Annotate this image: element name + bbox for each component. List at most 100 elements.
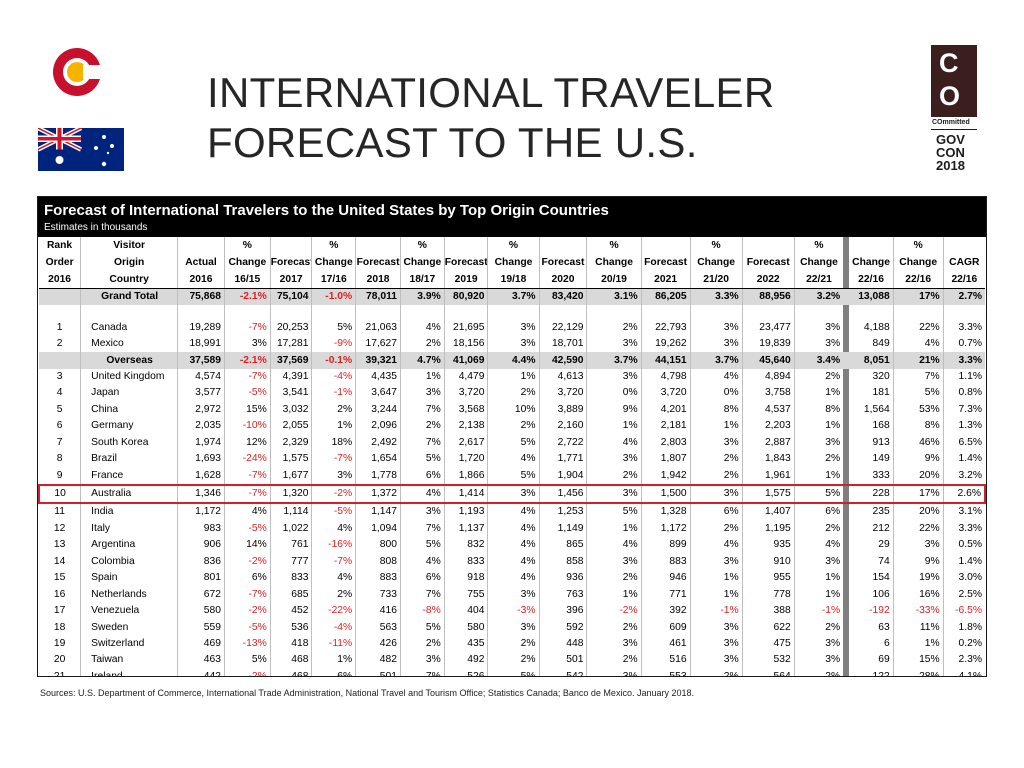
value-cell: 3% bbox=[586, 635, 642, 653]
column-separator bbox=[843, 619, 850, 636]
value-cell: 1,720 bbox=[443, 450, 488, 468]
value-cell: 5% bbox=[223, 652, 271, 669]
australia-flag-icon bbox=[38, 128, 124, 171]
page-title: INTERNATIONAL TRAVELER FORECAST TO THE U… bbox=[207, 68, 897, 168]
value-cell: 5% bbox=[399, 450, 445, 468]
value-cell: 3% bbox=[223, 335, 271, 353]
value-cell: 3,568 bbox=[443, 401, 488, 419]
country-cell: Grand Total bbox=[80, 288, 178, 306]
column-header bbox=[355, 237, 401, 254]
country-cell: Switzerland bbox=[80, 635, 178, 653]
value-cell: 580 bbox=[443, 619, 488, 636]
column-separator bbox=[843, 385, 850, 402]
value-cell: 3% bbox=[689, 652, 743, 669]
value-cell bbox=[942, 305, 985, 320]
value-cell: -5% bbox=[223, 619, 271, 636]
value-cell: 46% bbox=[892, 434, 944, 451]
column-header: 22/16 bbox=[942, 271, 985, 289]
value-cell: 1.8% bbox=[942, 619, 985, 636]
value-cell: 849 bbox=[872, 338, 890, 350]
column-header: Change bbox=[223, 254, 271, 271]
value-cell: 426 bbox=[355, 635, 401, 653]
value-cell: 5% bbox=[399, 537, 445, 554]
value-cell: 3.0% bbox=[942, 570, 985, 587]
value-cell: 7% bbox=[399, 520, 445, 538]
value-cell: 74 bbox=[878, 555, 890, 567]
value-cell: 3,577 bbox=[177, 385, 225, 402]
value-cell: 2,329 bbox=[269, 434, 312, 451]
value-cell: 3% bbox=[586, 668, 642, 676]
value-cell: 2% bbox=[793, 668, 844, 676]
value-cell bbox=[269, 305, 312, 320]
value-cell: 1% bbox=[586, 586, 642, 603]
govcon-line3: 2018 bbox=[936, 158, 965, 173]
value-cell: 3,720 bbox=[640, 385, 691, 402]
value-cell: -7% bbox=[223, 368, 271, 386]
value-cell: 1% bbox=[793, 467, 844, 485]
value-cell: 1,693 bbox=[177, 450, 225, 468]
value-cell: 2% bbox=[586, 467, 642, 485]
value-cell: -1% bbox=[793, 602, 844, 620]
value-cell: 416 bbox=[355, 602, 401, 620]
value-cell: 3.3% bbox=[942, 352, 985, 369]
country-cell: Overseas bbox=[80, 352, 178, 369]
value-cell: 2% bbox=[793, 368, 844, 386]
page-title-line2: FORECAST TO THE U.S. bbox=[207, 119, 698, 166]
value-cell: 8,051 bbox=[849, 352, 894, 369]
country-cell: Colombia bbox=[80, 553, 178, 570]
country-cell: Germany bbox=[80, 418, 178, 435]
value-cell: -4% bbox=[311, 368, 356, 386]
value-cell: -13% bbox=[223, 635, 271, 653]
value-cell bbox=[355, 305, 401, 320]
value-cell: 2,617 bbox=[443, 434, 488, 451]
country-cell: Taiwan bbox=[80, 652, 178, 669]
value-cell: 22% bbox=[892, 520, 944, 538]
value-cell: 2% bbox=[689, 668, 743, 676]
value-cell: 1,372 bbox=[355, 483, 401, 505]
value-cell: 212 bbox=[872, 522, 890, 534]
value-cell: 19,289 bbox=[177, 319, 225, 336]
table-row: 15 Spain 801 6% 833 4% 883 6% 918 4% 936 2% 946 1% 955… bbox=[39, 570, 985, 587]
value-cell: 333 bbox=[872, 469, 890, 481]
value-cell: 475 bbox=[741, 635, 795, 653]
value-cell: 1,575 bbox=[269, 450, 312, 468]
forecast-table: Rank Visitor%%%%%%%% Order Origin Actual Chan… bbox=[38, 237, 986, 676]
value-cell: 833 bbox=[269, 570, 312, 587]
value-cell bbox=[892, 305, 944, 320]
column-header: Change bbox=[586, 254, 642, 271]
value-cell: 935 bbox=[741, 537, 795, 554]
value-cell: 542 bbox=[538, 668, 587, 676]
value-cell: 1% bbox=[892, 635, 944, 653]
column-header: Country bbox=[80, 271, 178, 289]
value-cell: 19,839 bbox=[741, 335, 795, 353]
value-cell: -8% bbox=[399, 602, 445, 620]
value-cell: 733 bbox=[355, 586, 401, 603]
column-header: 22/21 bbox=[793, 271, 844, 289]
column-header: 18/17 bbox=[399, 271, 445, 289]
value-cell: 20% bbox=[892, 467, 944, 485]
value-cell: 21,695 bbox=[443, 319, 488, 336]
value-cell: 0.7% bbox=[942, 335, 985, 353]
table-row: Grand Total 75,868 -2.1% 75,104 -1.0% 78,011 3… bbox=[39, 288, 985, 306]
value-cell: 88,956 bbox=[741, 288, 795, 306]
value-cell: 2,803 bbox=[640, 434, 691, 451]
column-header: % bbox=[793, 237, 844, 254]
co-logo-letter-c: C bbox=[939, 48, 959, 78]
value-cell: -24% bbox=[223, 450, 271, 468]
value-cell: 39,321 bbox=[355, 352, 401, 369]
value-cell: 559 bbox=[177, 619, 225, 636]
value-cell: 1.4% bbox=[942, 553, 985, 570]
value-cell: 3% bbox=[793, 319, 844, 336]
value-cell: 1,904 bbox=[538, 467, 587, 485]
column-separator bbox=[843, 635, 850, 653]
value-cell: 2% bbox=[793, 619, 844, 636]
country-cell bbox=[80, 305, 178, 320]
column-separator bbox=[843, 652, 850, 669]
value-cell: 2% bbox=[689, 467, 743, 485]
country-cell: Brazil bbox=[80, 450, 178, 468]
value-cell: 918 bbox=[443, 570, 488, 587]
value-cell: 3,244 bbox=[355, 401, 401, 419]
value-cell: 4% bbox=[793, 537, 844, 554]
value-cell bbox=[399, 305, 445, 320]
column-header: 2018 bbox=[355, 271, 401, 289]
